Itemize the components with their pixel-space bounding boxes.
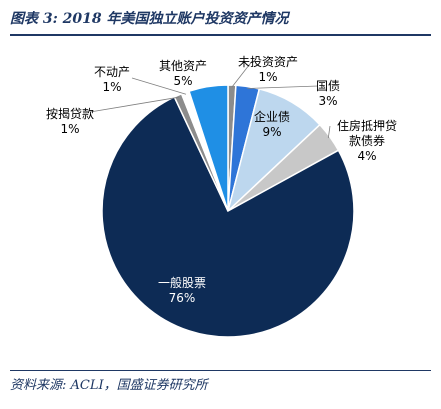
source-divider bbox=[10, 370, 431, 371]
slice-value-3: 4% bbox=[357, 149, 376, 163]
leader-lines bbox=[89, 59, 331, 139]
pie-slice-7 bbox=[188, 84, 229, 212]
leader-line-3 bbox=[327, 125, 331, 139]
slice-name-1: 国债 bbox=[316, 79, 340, 93]
slice-name-5: 按揭贷款 bbox=[46, 106, 94, 121]
slice-label-3: 住房抵押贷款债券 4% bbox=[337, 118, 397, 163]
pie-slice-4 bbox=[101, 95, 355, 338]
source-note: 资料来源: ACLI，国盛证券研究所 bbox=[10, 378, 208, 393]
slice-value-4: 76% bbox=[169, 291, 196, 305]
pie-slices bbox=[101, 84, 355, 338]
slice-value-6: 1% bbox=[102, 80, 121, 94]
leader-line-6 bbox=[131, 77, 187, 95]
slice-value-7: 5% bbox=[173, 74, 192, 88]
slice-name-3: 款债券 bbox=[349, 133, 385, 148]
slice-name-4: 一般股票 bbox=[158, 275, 206, 290]
slice-value-5: 1% bbox=[60, 122, 79, 136]
slice-value-0: 1% bbox=[258, 70, 277, 84]
title-divider bbox=[10, 34, 431, 36]
slice-value-1: 3% bbox=[318, 94, 337, 108]
slice-label-7: 其他资产 5% bbox=[159, 59, 207, 88]
slice-value-2: 9% bbox=[262, 125, 281, 139]
slice-name-6: 不动产 bbox=[94, 65, 130, 79]
slice-name-0: 未投资资产 bbox=[238, 54, 298, 69]
leader-line-0 bbox=[231, 59, 254, 88]
leader-line-1 bbox=[247, 85, 319, 89]
chart-title: 图表 3: 2018 年美国独立账户投资资产情况 bbox=[10, 11, 289, 27]
slice-label-0: 未投资资产 1% bbox=[238, 54, 298, 84]
slice-label-1: 国债 3% bbox=[316, 79, 340, 108]
slice-label-2: 企业债 9% bbox=[254, 109, 290, 139]
slice-label-4: 一般股票 76% bbox=[158, 275, 206, 305]
leader-line-5 bbox=[89, 96, 179, 113]
slice-name-2: 企业债 bbox=[254, 109, 290, 124]
slice-name-7: 其他资产 bbox=[159, 59, 207, 73]
slice-label-6: 不动产 1% bbox=[94, 65, 130, 94]
slice-label-5: 按揭贷款 1% bbox=[46, 106, 94, 136]
slice-name-3: 住房抵押贷 bbox=[337, 118, 397, 133]
slice-labels: 未投资资产 1%国债 3%企业债 9% 住房抵押贷款债券 4%一般股票 76%按揭贷款 1%不… bbox=[46, 54, 397, 305]
